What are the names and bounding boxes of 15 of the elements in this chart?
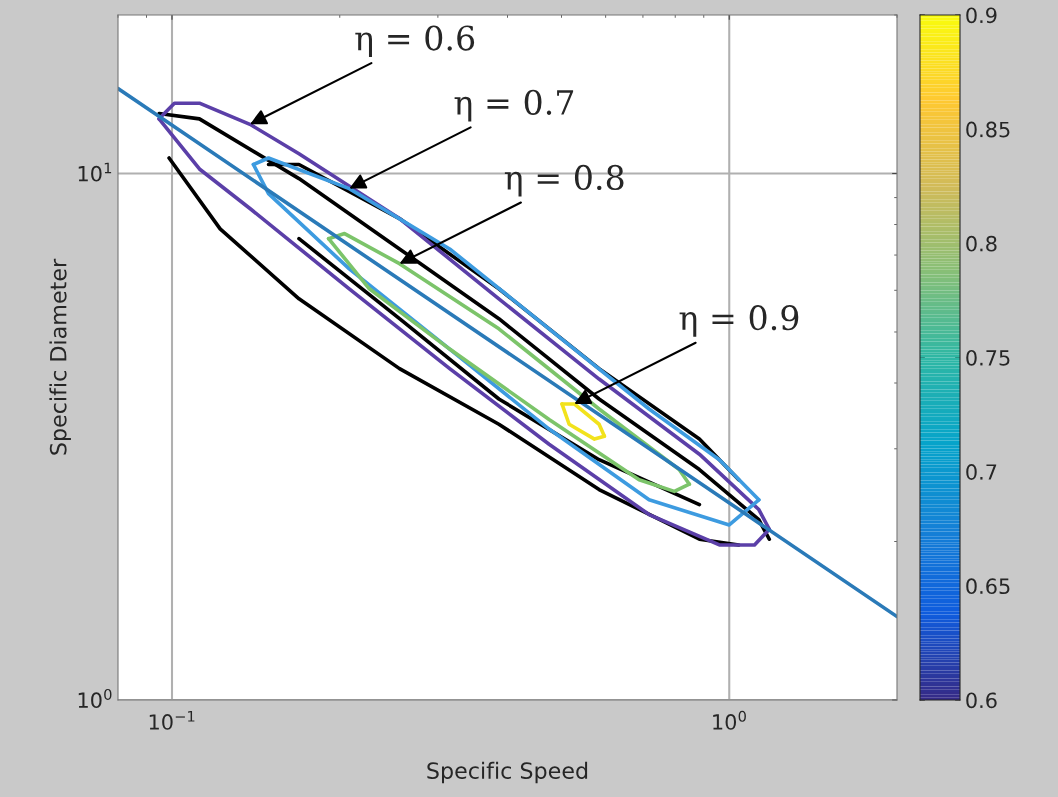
y-axis-title: Specific Diameter xyxy=(49,258,71,455)
x-tick-label: 10$^{−1}$ xyxy=(149,710,195,730)
color-bar-label: 0.85 xyxy=(966,121,1010,138)
x-axis-title: Specific Speed xyxy=(427,761,588,784)
y-tick-label: 10$^{1}$ xyxy=(78,162,112,182)
color-bar-label: 0.7 xyxy=(966,464,997,480)
color-bar-label: 0.9 xyxy=(966,7,997,24)
annotation: η = 0.7 xyxy=(454,89,574,122)
color-bar-label: 0.75 xyxy=(966,349,1010,366)
color-bar-label: 0.6 xyxy=(966,692,997,709)
annotation: η = 0.6 xyxy=(355,25,475,58)
color-bar-label: 0.8 xyxy=(966,235,997,252)
annotation: η = 0.8 xyxy=(504,164,624,197)
color-bar-label: 0.65 xyxy=(966,578,1010,595)
annotation: η = 0.9 xyxy=(679,305,799,337)
